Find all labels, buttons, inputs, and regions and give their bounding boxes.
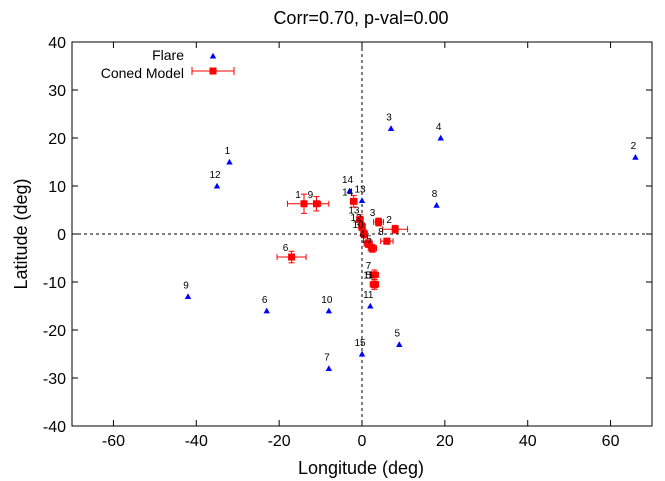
model-point — [370, 280, 378, 288]
model-point-label: 12 — [350, 213, 362, 224]
x-tick-label: 40 — [519, 433, 537, 450]
flare-point-label: 7 — [324, 352, 330, 363]
flare-point-label: 1 — [225, 146, 231, 157]
x-tick-label: 0 — [358, 433, 367, 450]
y-tick-label: 20 — [48, 131, 66, 148]
y-tick-label: -10 — [43, 275, 66, 292]
model-point-label: 6 — [283, 243, 289, 254]
x-tick-label: -60 — [102, 433, 125, 450]
model-point — [383, 237, 391, 245]
x-tick-label: -20 — [268, 433, 291, 450]
model-point — [350, 197, 358, 205]
flare-point-label: 5 — [395, 328, 401, 339]
model-point — [356, 216, 364, 224]
legend-model-marker — [209, 67, 217, 75]
flare-point-label: 11 — [363, 290, 374, 301]
y-tick-label: 0 — [57, 227, 66, 244]
model-point — [364, 240, 372, 248]
flare-point — [325, 307, 333, 314]
flare-point — [325, 365, 333, 371]
x-axis-label: Longitude (deg) — [298, 458, 424, 478]
legend-label-flare: Flare — [152, 47, 184, 63]
flare-point — [367, 302, 374, 309]
model-point — [370, 271, 378, 279]
axis-ticks: -60 -40 -20 0 20 40 60 -40 -30 -20 -10 0 10 20 30 40 — [43, 35, 652, 450]
flare-point — [263, 307, 270, 314]
model-point-label: 2 — [386, 215, 392, 226]
legend-label-coned-model: Coned Model — [101, 65, 184, 81]
legend-flare-marker — [209, 52, 217, 59]
flare-point — [387, 125, 395, 131]
flare-point — [358, 197, 366, 203]
flare-point-label: 6 — [262, 295, 268, 306]
model-point-label: 7 — [366, 261, 372, 272]
flare-point — [184, 293, 192, 299]
model-point-label: 1 — [295, 190, 301, 201]
model-point-label: 9 — [308, 190, 314, 201]
model-point — [358, 223, 366, 231]
model-point-label: 8 — [378, 227, 384, 238]
model-point-label: 10 — [353, 220, 365, 231]
x-tick-label: 60 — [602, 433, 620, 450]
y-tick-label: -30 — [43, 371, 66, 388]
model-point — [368, 244, 376, 252]
y-tick-label: 30 — [48, 83, 66, 100]
model-point-label: 13 — [348, 206, 360, 217]
flare-point-label: 8 — [432, 189, 438, 200]
model-point — [312, 200, 320, 208]
x-tick-label: -40 — [185, 433, 208, 450]
model-point-label: 5 — [366, 270, 372, 281]
model-point-label: 11 — [363, 270, 374, 281]
model-point — [288, 253, 296, 261]
model-point-label: 14 — [342, 187, 354, 198]
flare-point-label: 2 — [631, 141, 637, 152]
flare-point-label: 14 — [342, 175, 354, 186]
model-point — [360, 230, 368, 238]
flare-point — [396, 341, 403, 347]
y-axis-label: Latitude (deg) — [11, 178, 31, 289]
flare-point — [437, 134, 444, 141]
y-tick-label: 10 — [48, 179, 66, 196]
flare-point-label: 10 — [321, 295, 333, 306]
y-tick-label: -40 — [43, 419, 66, 436]
model-point — [375, 218, 383, 226]
flare-point — [226, 158, 233, 165]
chart-title: Corr=0.70, p-val=0.00 — [273, 8, 448, 28]
model-point — [391, 225, 399, 233]
model-point-label: 15 — [361, 234, 373, 245]
flare-point-label: 9 — [183, 280, 189, 291]
flare-point — [632, 154, 639, 160]
model-point-label: 3 — [370, 208, 376, 219]
x-tick-label: 20 — [436, 433, 454, 450]
flare-point-label: 4 — [436, 122, 442, 133]
legend: Flare Coned Model — [101, 47, 235, 81]
flare-point — [346, 187, 353, 194]
flare-point-label: 12 — [209, 170, 221, 181]
flare-point — [358, 350, 366, 357]
flare-point — [433, 202, 440, 208]
model-point-label: 4 — [359, 230, 365, 241]
flare-point-label: 3 — [386, 112, 392, 123]
y-tick-label: 40 — [48, 35, 66, 52]
flare-point-label: 13 — [354, 184, 366, 195]
flare-point — [213, 182, 221, 189]
y-tick-label: -20 — [43, 323, 66, 340]
flare-point-label: 15 — [354, 338, 366, 349]
